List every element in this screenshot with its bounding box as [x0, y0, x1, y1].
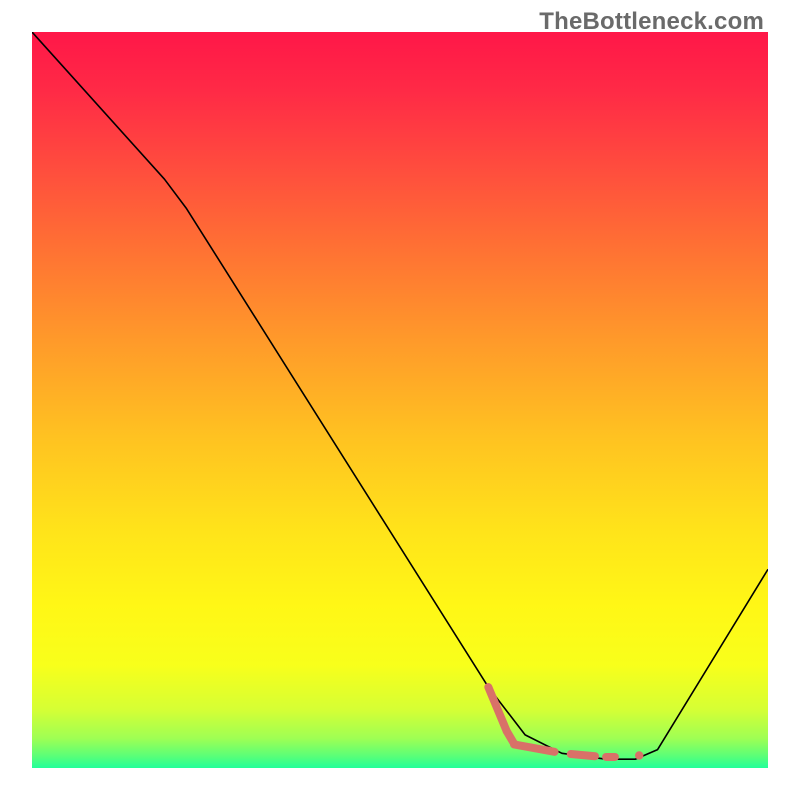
highlight-dashes: [488, 687, 643, 760]
plot-area: [32, 32, 768, 768]
highlight-layer: [32, 32, 768, 768]
bottleneck-chart: TheBottleneck.com: [0, 0, 800, 800]
